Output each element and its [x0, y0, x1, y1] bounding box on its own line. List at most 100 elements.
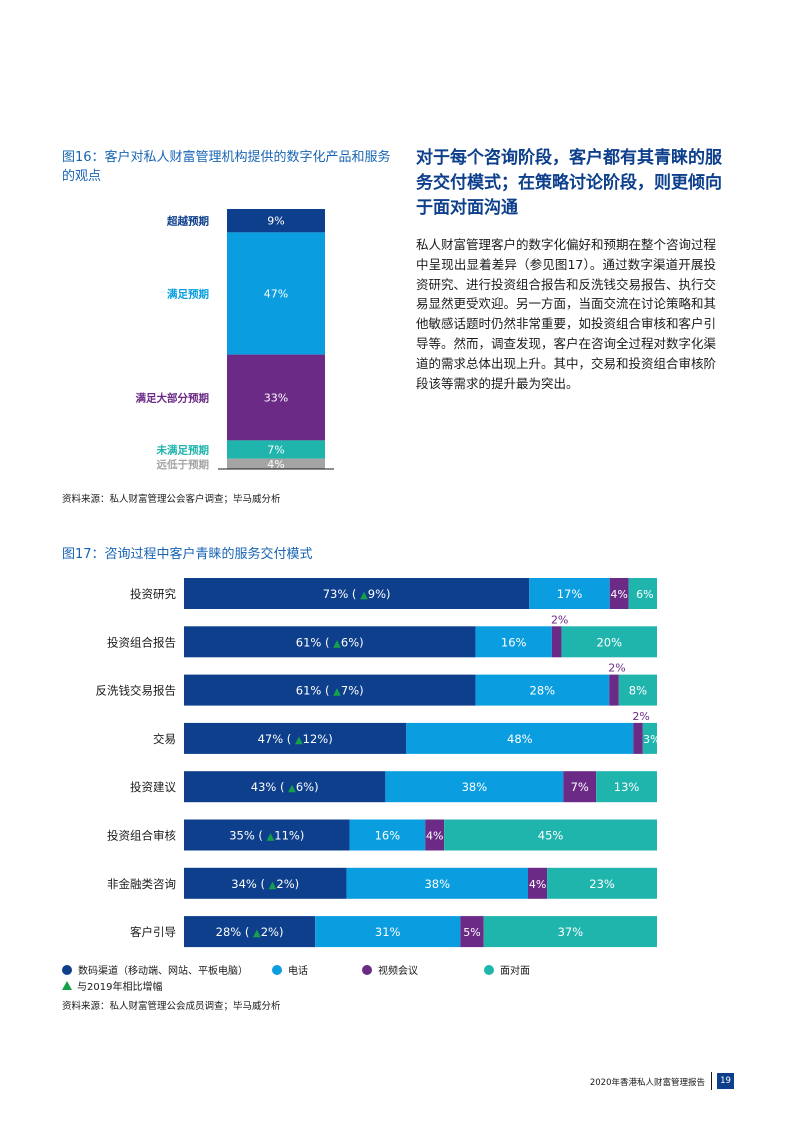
legend-item-phone: 电话 — [272, 962, 308, 977]
fig17-digital-value-3: 47% — [258, 732, 284, 746]
fig17-paren-open-7: ( — [241, 925, 253, 939]
fig17-digital-value-0: 73% — [323, 587, 349, 601]
section-heading: 对于每个咨询阶段，客户都有其青睐的服务交付模式；在策略讨论阶段，则更倾向于面对面… — [416, 148, 722, 218]
fig17-bar-video-6 — [528, 867, 548, 899]
fig17-label-video-3: 2% — [632, 710, 649, 723]
fig17-bar-phone-0 — [529, 578, 610, 609]
fig17-paren-close-5: ) — [300, 829, 305, 843]
fig17-bar-phone-4 — [385, 771, 564, 803]
fig17-paren-close-4: ) — [314, 780, 319, 794]
fig17-increase-2: 7% — [341, 684, 359, 698]
section-body: 私人财富管理客户的数字化偏好和预期在整个咨询过程中呈现出显着差异（参见图17）。… — [416, 237, 717, 391]
fig16-category-3: 未满足预期 — [156, 444, 210, 457]
fig16-value-1: 47% — [264, 288, 288, 301]
fig17-bar-phone-1 — [475, 626, 552, 658]
fig17-paren-open-6: ( — [257, 877, 269, 891]
fig17-digital-value-2: 61% — [296, 684, 322, 698]
fig17-label-phone-4: 38% — [462, 780, 488, 794]
fig17-paren-open-0: ( — [348, 587, 360, 601]
fig16-value-0: 9% — [267, 215, 284, 228]
fig17-digital-value-7: 28% — [216, 925, 242, 939]
fig17-label-video-7: 5% — [463, 926, 480, 939]
fig16-segment-2 — [227, 354, 325, 441]
fig17-bar-digital-3 — [184, 722, 407, 754]
fig17-label-video-6: 4% — [529, 878, 546, 891]
fig17-bar-phone-5 — [349, 819, 426, 851]
fig17-bar-face-1 — [561, 626, 657, 658]
fig17-label-face-1: 20% — [596, 635, 622, 649]
fig17-label-digital-2: 61% ( ▲7%) — [296, 684, 364, 698]
fig17-category-4: 投资建议 — [130, 780, 176, 794]
fig17-paren-close-0: ) — [386, 587, 391, 601]
legend-swatch-video — [362, 964, 372, 975]
figure16-title: 图16：客户对私人财富管理机构提供的数字化产品和服务的观点 — [62, 150, 391, 184]
fig17-label-face-3: 3% — [643, 733, 660, 746]
fig17-label-digital-5: 35% ( ▲11%) — [229, 829, 304, 843]
fig17-bar-face-0 — [628, 578, 657, 609]
fig17-paren-open-3: ( — [283, 732, 295, 746]
increase-triangle-icon: ▲ — [269, 880, 277, 891]
fig17-label-face-6: 23% — [589, 877, 615, 891]
fig17-bar-digital-7 — [184, 916, 316, 948]
fig17-label-phone-5: 16% — [375, 829, 401, 843]
legend-label-phone: 电话 — [288, 966, 308, 977]
fig17-label-video-4: 7% — [571, 780, 589, 794]
fig17-label-digital-3: 47% ( ▲12%) — [258, 732, 333, 746]
legend-label-video: 视频会议 — [378, 966, 418, 977]
fig17-bar-face-6 — [547, 867, 657, 899]
increase-triangle-icon: ▲ — [360, 590, 368, 601]
fig17-bar-video-7 — [460, 916, 484, 948]
fig17-paren-close-7: ) — [279, 925, 284, 939]
fig17-increase-4: 6% — [296, 780, 314, 794]
fig17-bar-digital-5 — [184, 819, 350, 851]
fig16-category-1: 满足预期 — [167, 288, 209, 301]
fig17-paren-close-1: ) — [359, 635, 364, 649]
legend-label-face: 面对面 — [500, 966, 530, 977]
fig17-bar-phone-2 — [475, 674, 610, 706]
fig16-segment-0 — [227, 209, 325, 233]
fig17-label-video-5: 4% — [426, 830, 443, 843]
fig17-label-face-7: 37% — [558, 925, 584, 939]
fig17-label-digital-4: 43% ( ▲6%) — [251, 780, 319, 794]
fig17-increase-0: 9% — [368, 587, 386, 601]
fig17-bar-face-3 — [642, 722, 657, 754]
fig17-paren-close-2: ) — [359, 684, 364, 698]
fig17-category-6: 非金融类咨询 — [107, 877, 176, 891]
fig17-bar-video-5 — [425, 819, 445, 851]
legend-increase-label: 与2019年相比增幅 — [77, 982, 163, 993]
fig17-bar-face-4 — [596, 771, 657, 803]
fig17-increase-3: 12% — [303, 732, 329, 746]
fig17-bar-video-2 — [609, 674, 619, 706]
fig17-label-phone-6: 38% — [424, 877, 450, 891]
legend-swatch-phone — [272, 964, 282, 975]
fig17-category-2: 反洗钱交易报告 — [96, 684, 177, 698]
fig17-label-face-5: 45% — [538, 829, 564, 843]
fig17-category-5: 投资组合审核 — [107, 829, 176, 843]
fig17-bar-video-0 — [609, 578, 629, 609]
fig16-value-2: 33% — [264, 392, 288, 405]
fig17-digital-value-6: 34% — [231, 877, 257, 891]
fig17-category-3: 交易 — [153, 732, 176, 746]
fig17-label-digital-6: 34% ( ▲2%) — [231, 877, 299, 891]
fig17-paren-open-5: ( — [255, 829, 267, 843]
fig17-bar-face-2 — [618, 674, 657, 706]
legend-swatch-face — [484, 964, 494, 975]
fig17-increase-7: 2% — [261, 925, 279, 939]
fig17-bar-digital-2 — [184, 674, 476, 706]
fig17-bar-video-4 — [563, 771, 597, 803]
fig17-bar-phone-3 — [406, 722, 634, 754]
fig17-paren-open-2: ( — [321, 684, 333, 698]
fig17-label-digital-1: 61% ( ▲6%) — [296, 635, 364, 649]
fig17-bar-phone-7 — [315, 916, 461, 948]
fig17-paren-close-6: ) — [295, 877, 300, 891]
legend-swatch-digital — [62, 964, 72, 975]
fig16-category-0: 超越预期 — [166, 215, 209, 228]
increase-triangle-icon: ▲ — [253, 928, 261, 939]
fig16-segment-3 — [227, 440, 325, 459]
fig17-label-phone-0: 17% — [557, 587, 583, 601]
fig17-bar-face-7 — [483, 916, 657, 948]
fig17-increase-1: 6% — [341, 635, 359, 649]
fig16-value-3: 7% — [267, 444, 284, 457]
fig17-category-1: 投资组合报告 — [107, 635, 176, 649]
fig17-increase-6: 2% — [276, 877, 294, 891]
